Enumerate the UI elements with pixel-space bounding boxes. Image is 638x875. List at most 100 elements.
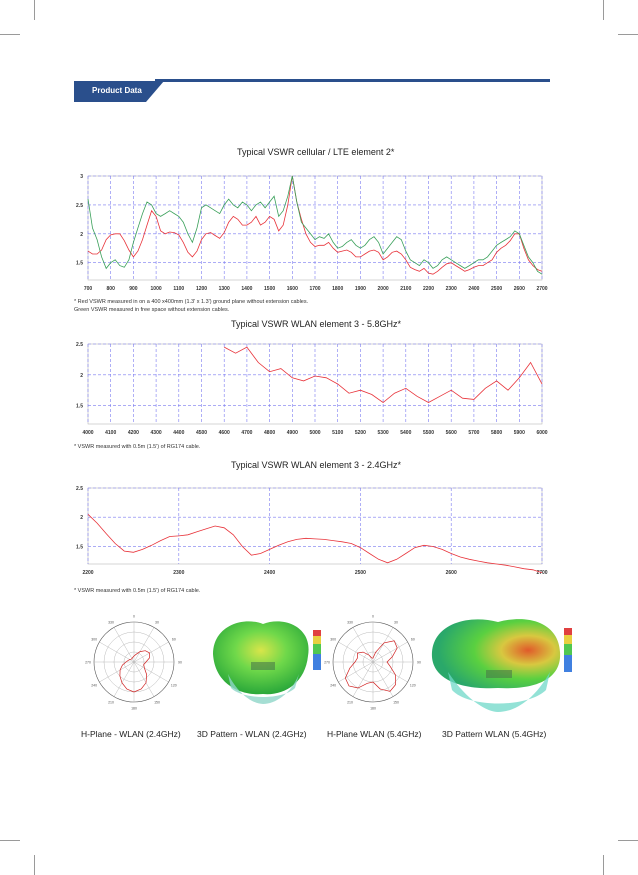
polar-spoke — [113, 627, 135, 663]
x-tick-label: 2500 — [491, 286, 502, 292]
crop-mark — [618, 840, 638, 841]
series-line-0 — [224, 346, 543, 404]
chart-lte-vswr: 700 800 900 1000 1100 1200 1300 1400 1500 1600 170… — [76, 174, 548, 292]
x-tick-label: 5200 — [355, 430, 366, 436]
polar-angle-label: 180 — [131, 707, 137, 711]
x-tick-label: 4900 — [287, 430, 298, 436]
polar-angle-label: 30 — [394, 621, 398, 625]
polar-spoke — [372, 661, 408, 683]
x-tick-label: 4500 — [196, 430, 207, 436]
chart-note-lte-red: * Red VSWR measured in on a 400 x400mm (… — [74, 299, 309, 305]
y-tick-label: 2 — [80, 373, 83, 379]
chart-title-wlan58: Typical VSWR WLAN element 3 - 5.8GHz* — [231, 319, 402, 329]
polar-angle-label: 210 — [108, 700, 114, 704]
x-tick-label: 5900 — [514, 430, 525, 436]
polar-spoke — [372, 661, 394, 697]
plot-area — [87, 487, 543, 565]
x-tick-label: 700 — [84, 286, 93, 292]
x-tick-label: 1700 — [309, 286, 320, 292]
polar-spoke — [338, 661, 374, 683]
polar-angle-label: 150 — [154, 700, 160, 704]
polar-angle-label: 0 — [372, 615, 374, 619]
x-tick-label: 5100 — [332, 430, 343, 436]
polar-spoke — [133, 661, 155, 697]
x-tick-label: 4100 — [105, 430, 116, 436]
crop-mark — [34, 0, 35, 20]
crop-mark — [0, 840, 20, 841]
polar-angle-label: 270 — [324, 661, 330, 665]
chart-title-wlan24: Typical VSWR WLAN element 3 - 2.4GHz* — [231, 460, 402, 470]
h-plane-pattern-24ghz: 0 30 60 90 120 150 180 210 240 270 300 330 — [85, 615, 182, 711]
tab-label: Product Data — [92, 86, 142, 95]
polar-angle-label: 330 — [347, 621, 353, 625]
polar-angle-label: 60 — [411, 638, 415, 642]
x-tick-label: 1800 — [332, 286, 343, 292]
y-tick-label: 1.5 — [76, 404, 83, 410]
polar-spoke — [133, 627, 155, 663]
x-tick-label: 2700 — [536, 286, 547, 292]
polar-angle-label: 120 — [171, 684, 177, 688]
x-tick-label: 2300 — [173, 570, 184, 576]
x-tick-label: 2000 — [378, 286, 389, 292]
caption-h-plane-24: H-Plane - WLAN (2.4GHz) — [81, 729, 181, 739]
chart-wlan58-vswr: 4000 4100 4200 4300 4400 4500 4600 4700 4800 4900… — [76, 342, 548, 436]
x-tick-label: 1900 — [355, 286, 366, 292]
x-tick-label: 4800 — [264, 430, 275, 436]
polar-angle-label: 300 — [330, 638, 336, 642]
x-tick-label: 2400 — [264, 570, 275, 576]
caption-h-plane-54: H-Plane WLAN (5.4GHz) — [327, 729, 422, 739]
header-rule — [155, 79, 550, 82]
chart-title-lte: Typical VSWR cellular / LTE element 2* — [237, 147, 395, 157]
x-tick-label: 800 — [107, 286, 116, 292]
polar-angle-label: 30 — [155, 621, 159, 625]
y-tick-label: 3 — [80, 174, 83, 180]
series-line-0 — [87, 514, 543, 574]
polar-angle-label: 60 — [172, 638, 176, 642]
polar-angle-label: 210 — [347, 700, 353, 704]
chart-wlan24-vswr: 2200 2300 2400 2500 2600 2700 1.5 2 2.5 — [76, 486, 548, 576]
x-tick-label: 5800 — [491, 430, 502, 436]
polar-angle-label: 0 — [133, 615, 135, 619]
x-tick-label: 4400 — [173, 430, 184, 436]
x-tick-label: 2700 — [536, 570, 547, 576]
polar-spoke — [99, 641, 135, 663]
x-tick-label: 5000 — [309, 430, 320, 436]
y-tick-label: 2 — [80, 515, 83, 521]
x-tick-label: 2600 — [446, 570, 457, 576]
polar-angle-label: 90 — [417, 661, 421, 665]
x-tick-label: 4300 — [151, 430, 162, 436]
polar-angle-label: 240 — [330, 684, 336, 688]
y-tick-label: 1.5 — [76, 544, 83, 550]
x-tick-label: 2500 — [355, 570, 366, 576]
x-tick-label: 2100 — [400, 286, 411, 292]
x-tick-label: 2200 — [82, 570, 93, 576]
x-tick-label: 4200 — [128, 430, 139, 436]
x-tick-label: 900 — [129, 286, 138, 292]
y-tick-label: 1.5 — [76, 261, 83, 267]
x-tick-label: 2400 — [468, 286, 479, 292]
x-tick-label: 1100 — [173, 286, 184, 292]
polar-angle-label: 240 — [91, 684, 97, 688]
x-tick-label: 4000 — [82, 430, 93, 436]
x-tick-label: 1200 — [196, 286, 207, 292]
y-tick-label: 2 — [80, 232, 83, 238]
crop-mark — [618, 34, 638, 35]
x-tick-label: 1600 — [287, 286, 298, 292]
polar-angle-label: 120 — [410, 684, 416, 688]
x-tick-label: 6000 — [536, 430, 547, 436]
y-tick-label: 2.5 — [76, 342, 83, 348]
x-tick-label: 1400 — [241, 286, 252, 292]
chart-note-wlan24: * VSWR measured with 0.5m (1.5') of RG17… — [74, 588, 201, 594]
polar-trace — [344, 640, 398, 692]
x-tick-label: 5400 — [400, 430, 411, 436]
polar-angle-label: 90 — [178, 661, 182, 665]
polar-spoke — [99, 661, 135, 683]
x-tick-label: 2600 — [514, 286, 525, 292]
crop-mark — [603, 855, 604, 875]
3d-pattern-54ghz — [431, 619, 572, 712]
x-tick-label: 2200 — [423, 286, 434, 292]
h-plane-pattern-54ghz: 0 30 60 90 120 150 180 210 240 270 300 330 — [324, 615, 421, 711]
x-tick-label: 1500 — [264, 286, 275, 292]
polar-angle-label: 330 — [108, 621, 114, 625]
polar-angle-label: 150 — [393, 700, 399, 704]
